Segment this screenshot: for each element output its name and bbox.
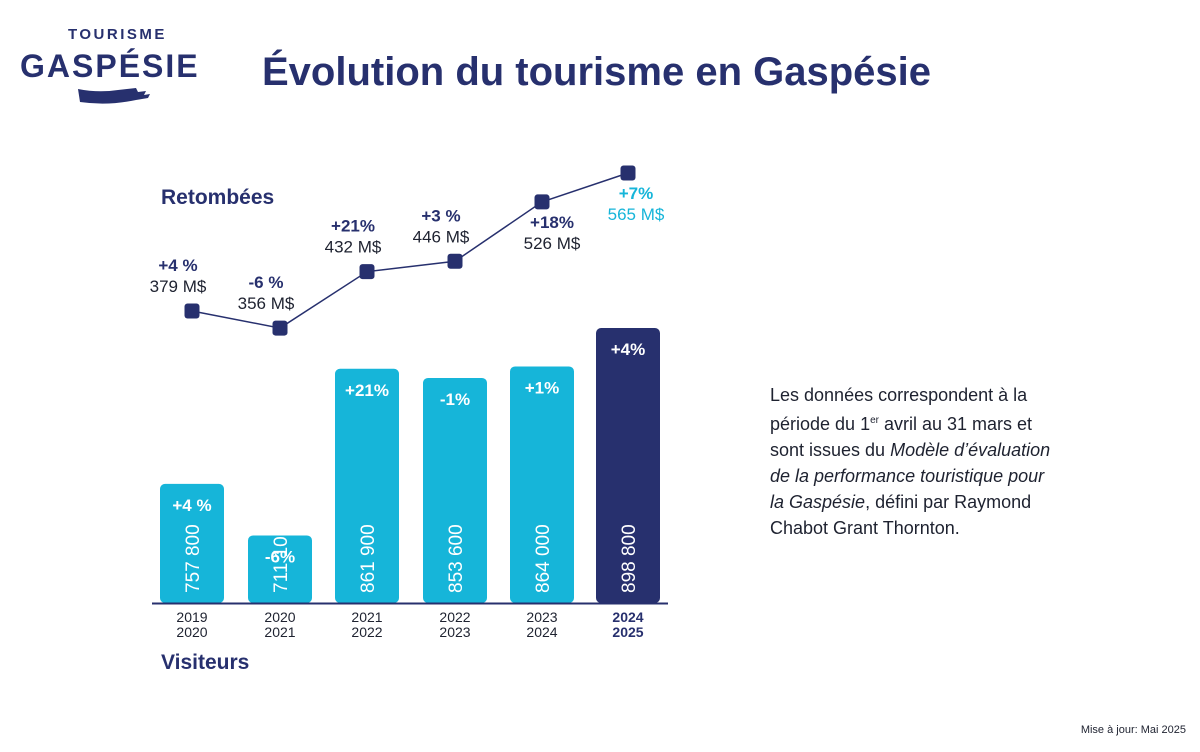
- retombees-change-label: +4 %: [158, 256, 197, 275]
- logo-main-text: GASPÉSIE: [20, 48, 200, 84]
- period-label-start: 2024: [612, 609, 643, 625]
- period-label-end: 2024: [526, 624, 557, 640]
- retombees-change-label: +7%: [619, 184, 654, 203]
- visitors-change-label: -6%: [265, 547, 295, 566]
- period-label-end: 2022: [351, 624, 382, 640]
- retombees-change-label: -6 %: [249, 273, 284, 292]
- retombees-change-label: +21%: [331, 217, 375, 236]
- logo-top-text: TOURISME: [68, 26, 167, 43]
- period-label-end: 2020: [176, 624, 207, 640]
- note-text-2: avril au 31 mars et sont issues du: [770, 414, 1033, 460]
- period-label-start: 2022: [439, 609, 470, 625]
- retombees-change-label: +3 %: [421, 206, 460, 225]
- retombees-point: [534, 194, 550, 210]
- retombees-point: [272, 320, 288, 336]
- visitors-change-label: +4 %: [172, 496, 211, 515]
- retombees-value-label: 526 M$: [524, 234, 581, 253]
- period-label-end: 2023: [439, 624, 470, 640]
- period-label-start: 2023: [526, 609, 557, 625]
- note-superscript: er: [870, 415, 879, 426]
- retombees-point: [359, 264, 375, 280]
- tourisme-gaspesie-logo: TOURISME GASPÉSIE: [20, 26, 210, 116]
- retombees-value-label: 379 M$: [150, 277, 207, 296]
- visitors-bar: [510, 366, 574, 603]
- period-label-start: 2021: [351, 609, 382, 625]
- retombees-line: [191, 172, 629, 329]
- note-text-1: Les données correspondent à la période d…: [770, 385, 1028, 434]
- retombees-point: [447, 253, 463, 269]
- visitors-change-label: -1%: [440, 390, 470, 409]
- visitors-bar: [248, 535, 312, 603]
- visitors-value-label: 853 600: [446, 524, 467, 593]
- visitors-value-label: 898 800: [619, 524, 640, 593]
- note-model-name: Modèle d’évaluation de la performance to…: [770, 440, 1051, 512]
- period-label-start: 2019: [176, 609, 207, 625]
- retombees-value-label: 356 M$: [238, 294, 295, 313]
- visitors-bar: [335, 368, 399, 603]
- retombees-label: Retombées: [161, 186, 275, 209]
- visitors-change-label: +4%: [611, 340, 646, 359]
- visitors-value-label: 757 800: [183, 524, 204, 593]
- visitors-bar: [596, 328, 660, 603]
- update-date: Mise à jour: Mai 2025: [1080, 724, 1186, 736]
- period-label-end: 2025: [612, 624, 643, 640]
- visitors-value-label: 861 900: [358, 524, 379, 593]
- visitors-value-label: 864 000: [533, 524, 554, 593]
- visitors-bar: [160, 483, 224, 603]
- visitors-change-label: +1%: [525, 378, 560, 397]
- visitors-change-label: +21%: [345, 381, 389, 400]
- note-text-3: , défini par Raymond Chabot Grant Thornt…: [770, 492, 1032, 538]
- period-label-start: 2020: [264, 609, 295, 625]
- retombees-change-label: +18%: [530, 213, 574, 232]
- retombees-value-label: 446 M$: [413, 227, 470, 246]
- retombees-point: [184, 303, 200, 319]
- visitors-bar: [423, 377, 487, 603]
- data-source-note: Les données correspondent à la période d…: [770, 382, 1060, 541]
- retombees-value-label: 432 M$: [325, 238, 382, 257]
- retombees-value-label: 565 M$: [608, 205, 665, 224]
- retombees-point: [620, 165, 636, 181]
- logo-wave-icon: [78, 88, 150, 104]
- visitors-value-label: 711 100: [271, 526, 292, 593]
- period-label-end: 2021: [264, 624, 295, 640]
- page-title: Évolution du tourisme en Gaspésie: [262, 50, 932, 94]
- visiteurs-label: Visiteurs: [161, 651, 250, 674]
